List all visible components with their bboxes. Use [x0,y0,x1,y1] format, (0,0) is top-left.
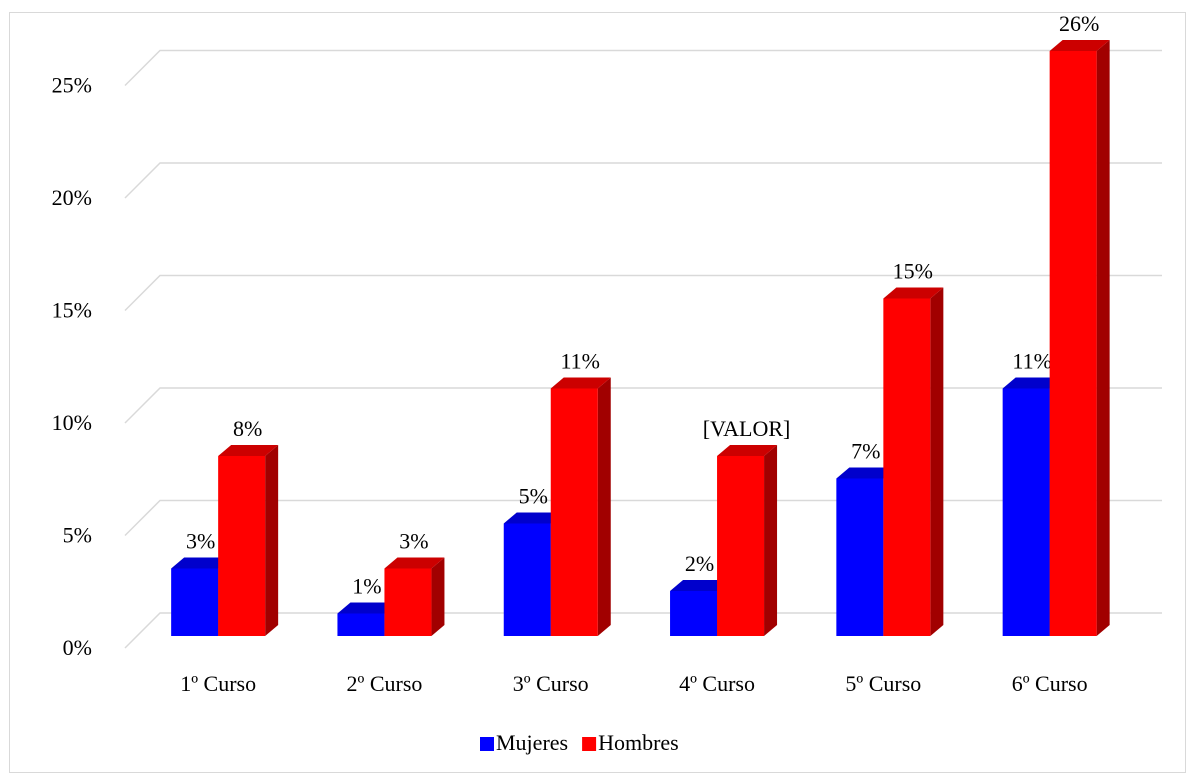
grid-line [124,387,1162,424]
bar-front [836,478,884,636]
bar-front [1049,51,1097,636]
x-tick-label: 1º Curso [180,671,256,696]
bar-top [670,580,731,591]
bar-side [431,557,445,636]
data-label: 15% [893,259,933,284]
y-tick-label: 20% [52,185,92,210]
y-tick-label: 10% [52,410,92,435]
data-label: 11% [560,349,600,374]
data-label: 1% [352,574,381,599]
legend-swatch [480,737,494,751]
x-tick-label: 6º Curso [1012,671,1088,696]
data-label: 3% [186,529,215,554]
bar-front [337,613,385,636]
y-tick-label: 25% [52,73,92,98]
bar-top [384,557,445,569]
data-label: 8% [233,416,262,441]
data-label: 3% [399,529,428,554]
bar-top [171,557,232,569]
bar-front [550,388,598,636]
bar-side [1096,40,1110,636]
bar-front [883,298,931,636]
bar [1049,40,1110,636]
x-tick-label: 5º Curso [845,671,921,696]
grid-line [124,499,1162,537]
bar-top [550,377,611,389]
bar [883,287,944,636]
data-label: 26% [1059,11,1099,36]
bar-front [1002,388,1050,636]
y-tick-label: 15% [52,298,92,323]
data-label: 11% [1012,349,1052,374]
bar [550,377,611,636]
legend-label: Hombres [598,730,679,755]
bar-front [717,456,765,636]
legend-label: Mujeres [496,730,568,755]
bar-side [597,377,611,636]
bar-top [1049,40,1110,51]
bar-front [218,456,266,636]
bar-top [883,287,944,299]
x-tick-label: 4º Curso [679,671,755,696]
bar-front [171,568,219,636]
grid-line [124,274,1162,312]
bar [717,445,778,636]
bar-top [836,467,897,479]
bar-side [930,287,944,636]
y-tick-label: 0% [63,635,92,660]
bar-front [503,523,551,636]
grid-line [124,612,1162,649]
bar-front [384,568,432,636]
bar-front [670,591,718,636]
bar-top [503,512,564,524]
bar-side [265,445,279,636]
grid-line [124,162,1162,199]
bar-side [764,445,778,636]
x-tick-label: 2º Curso [347,671,423,696]
data-label: 2% [685,551,714,576]
bar-top [218,445,279,456]
bar-top [717,445,778,456]
bar-top [1002,377,1063,389]
x-tick-label: 3º Curso [513,671,589,696]
data-label: 7% [851,439,880,464]
data-label: [VALOR] [703,416,791,441]
legend-swatch [582,737,597,751]
bar [384,557,445,636]
y-tick-label: 5% [63,523,92,548]
bar [218,445,279,636]
bar-top [337,602,398,614]
grid-line [124,49,1162,87]
data-label: 5% [519,484,548,509]
